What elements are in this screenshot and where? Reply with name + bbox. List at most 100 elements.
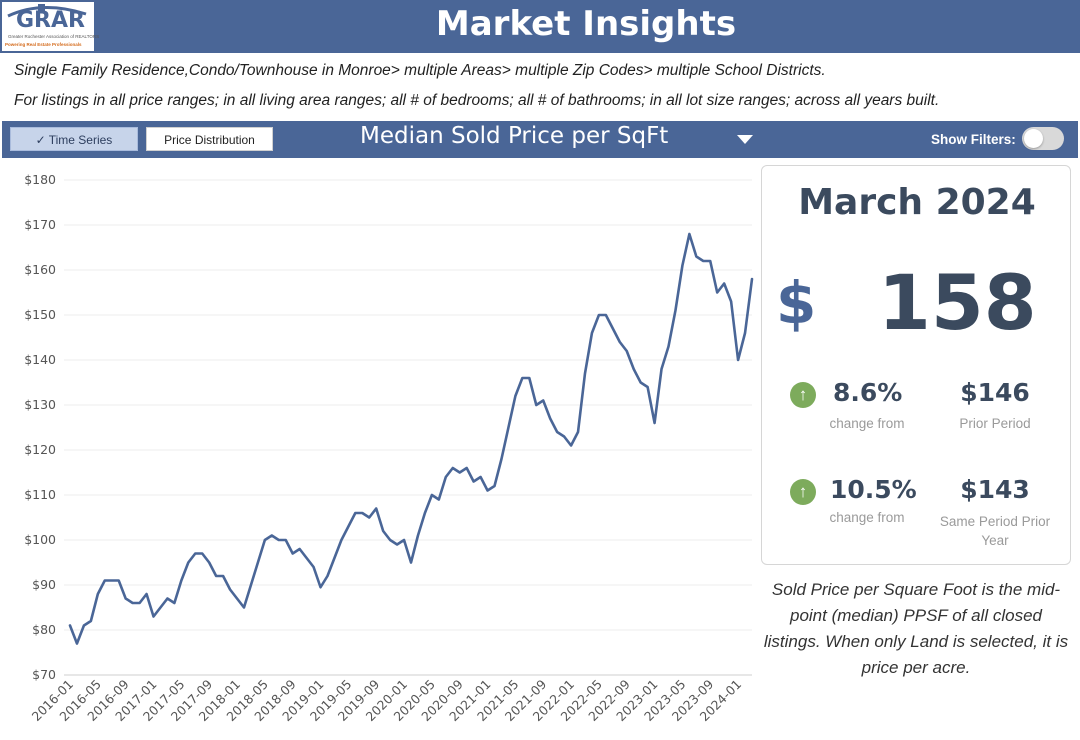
data-point [506, 426, 510, 430]
data-point [249, 583, 253, 587]
data-point [277, 538, 281, 542]
data-point [291, 552, 295, 556]
page-title: Market Insights [435, 4, 737, 44]
data-point [256, 561, 260, 565]
logo-text: GRAR [16, 8, 85, 33]
data-point [743, 331, 747, 335]
data-point [179, 579, 183, 583]
data-point [312, 565, 316, 569]
show-filters-label: Show Filters: [931, 132, 1016, 147]
data-point [263, 538, 267, 542]
y-tick-label: $90 [32, 577, 56, 592]
data-point [186, 561, 190, 565]
current-value: 158 [878, 258, 1037, 347]
data-point [346, 525, 350, 529]
data-point [207, 561, 211, 565]
data-point [298, 547, 302, 551]
tab-time-series-label: Time Series [48, 133, 113, 147]
y-tick-label: $100 [24, 532, 56, 547]
data-point [165, 597, 169, 601]
show-filters-toggle[interactable] [1022, 127, 1064, 150]
change-prior-year-pct: 10.5% [830, 475, 917, 504]
data-point [402, 538, 406, 542]
data-point [319, 585, 323, 589]
tab-price-distribution[interactable]: Price Distribution [146, 127, 273, 151]
data-point [221, 574, 225, 578]
data-point [305, 556, 309, 560]
data-point [388, 538, 392, 542]
data-point [750, 277, 754, 281]
data-point [555, 430, 559, 434]
prior-year-value: $143 [960, 475, 1030, 504]
data-point [590, 331, 594, 335]
prior-period-caption: Prior Period [959, 416, 1031, 431]
data-point [193, 552, 197, 556]
data-point [325, 574, 329, 578]
data-point [458, 471, 462, 475]
chevron-down-icon[interactable] [737, 135, 753, 144]
data-point [242, 606, 246, 610]
data-point [374, 507, 378, 511]
data-point [604, 313, 608, 317]
data-point [152, 615, 156, 619]
data-point [68, 624, 72, 628]
data-point [736, 358, 740, 362]
data-point [722, 282, 726, 286]
data-point [270, 534, 274, 538]
data-point [381, 529, 385, 533]
data-point [416, 534, 420, 538]
metric-selector[interactable]: Median Sold Price per SqFt [360, 123, 669, 149]
chart-toolbar: ✓ Time Series Price Distribution Median S… [2, 121, 1078, 158]
metric-footnote: Sold Price per Square Foot is the mid-po… [763, 580, 1069, 677]
data-point [409, 561, 413, 565]
data-point [423, 511, 427, 515]
summary-panel: March 2024 $ 158 ↑ 8.6% change from $146… [761, 165, 1071, 565]
change-prior-period-pct: 8.6% [833, 378, 903, 407]
data-point [708, 259, 712, 263]
prior-period-value: $146 [960, 378, 1030, 407]
currency-symbol: $ [776, 269, 817, 337]
data-point [625, 349, 629, 353]
data-point [541, 399, 545, 403]
data-point [527, 376, 531, 380]
change-prior-year-caption: change from [829, 510, 905, 525]
logo-tagline: Greater Rochester Association of REALTOR… [8, 34, 100, 39]
data-point [214, 574, 218, 578]
toggle-knob [1024, 129, 1043, 148]
check-icon: ✓ [35, 133, 46, 147]
data-point [284, 538, 288, 542]
data-point [472, 480, 476, 484]
data-point [117, 579, 121, 583]
data-point [548, 417, 552, 421]
data-point [339, 538, 343, 542]
up-arrow-icon: ↑ [790, 382, 816, 408]
data-point [715, 291, 719, 295]
data-point [499, 457, 503, 461]
y-tick-label: $70 [32, 667, 56, 682]
data-point [597, 313, 601, 317]
data-point [172, 601, 176, 605]
data-point [138, 601, 142, 605]
change-prior-period-caption: change from [829, 416, 905, 431]
logo-roof-icon [7, 4, 87, 18]
y-tick-label: $140 [24, 352, 56, 367]
y-tick-label: $170 [24, 217, 56, 232]
data-point [729, 300, 733, 304]
data-point [75, 642, 79, 646]
logo-slogan: Powering Real Estate Professionals [5, 42, 82, 47]
filter-description-line2: For listings in all price ranges; in all… [14, 92, 940, 109]
tab-time-series[interactable]: ✓ Time Series [10, 127, 138, 151]
summary-period: March 2024 [798, 182, 1036, 223]
data-point [646, 385, 650, 389]
y-tick-label: $80 [32, 622, 56, 637]
data-point [89, 619, 93, 623]
data-point [353, 511, 357, 515]
data-point [618, 340, 622, 344]
data-point [360, 511, 364, 515]
data-point [96, 592, 100, 596]
y-tick-label: $120 [24, 442, 56, 457]
data-point [583, 372, 587, 376]
series-line [68, 232, 754, 645]
data-point [332, 556, 336, 560]
data-point [687, 232, 691, 236]
